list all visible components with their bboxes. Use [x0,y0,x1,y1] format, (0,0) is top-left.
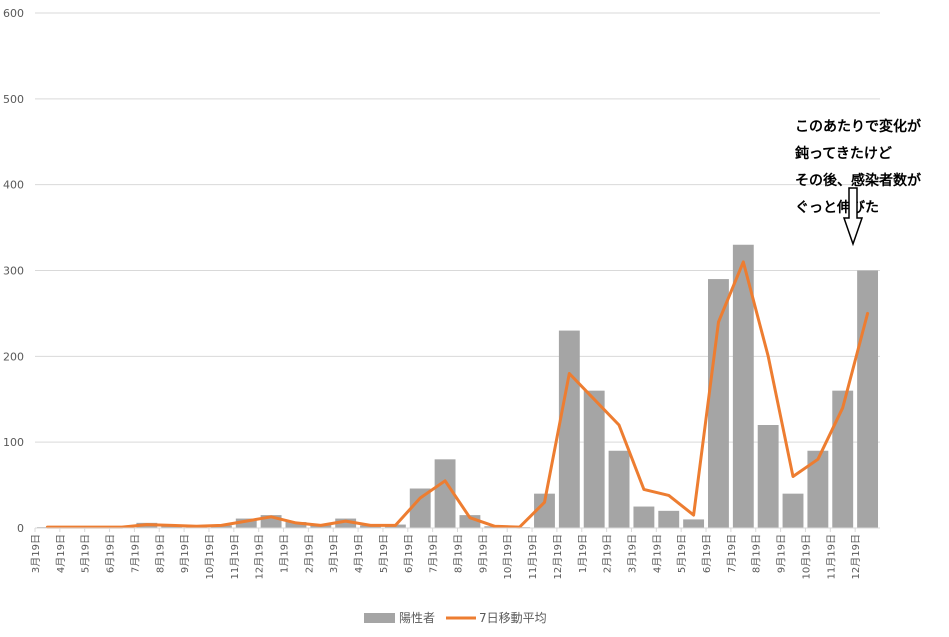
y-tick-label: 0 [17,522,24,535]
x-tick-label: 10月19日 [800,534,812,579]
bar [434,459,456,528]
bar [658,510,680,528]
bar [235,518,257,528]
legend-swatch-bar [364,613,395,623]
x-tick-label: 5月19日 [676,534,688,573]
bar-series [36,244,879,528]
x-tick-label: 7月19日 [129,534,141,573]
y-axis-ticks: 0 100 200 300 400 500 600 [3,7,24,535]
x-tick-label: 3月19日 [328,534,340,573]
annotation-text-line: このあたりで変化が [795,118,922,135]
x-tick-label: 12月19日 [552,534,564,579]
annotation-text-line: ぐっと伸びた [795,199,879,216]
bar [757,425,779,528]
legend-label: 7日移動平均 [479,611,547,625]
annotation-text-line: 鈍ってきたけど [795,145,892,162]
y-tick-label: 400 [3,179,24,192]
x-tick-label: 11月19日 [527,534,539,579]
bar [832,390,854,528]
x-tick-label: 4月19日 [651,534,663,573]
x-tick-label: 10月19日 [502,534,514,579]
x-tick-label: 8月19日 [751,534,763,573]
bar [534,493,555,528]
x-tick-label: 5月19日 [80,534,92,573]
x-tick-label: 9月19日 [179,534,191,573]
bar [583,390,605,528]
x-tick-label: 12月19日 [850,534,862,579]
bar [285,521,307,528]
x-tick-label: 11月19日 [825,534,837,579]
x-tick-label: 5月19日 [378,534,390,573]
x-tick-label: 2月19日 [303,534,315,573]
y-tick-label: 600 [3,7,24,20]
legend-label: 陽性者 [399,611,435,625]
series-line-moving-average [45,260,870,529]
x-tick-label: 1月19日 [577,534,589,573]
bar [807,450,829,528]
x-tick-label: 10月19日 [204,534,216,579]
x-tick-label: 8月19日 [154,534,166,573]
x-tick-label: 9月19日 [477,534,489,573]
bar [708,279,729,528]
x-tick-label: 6月19日 [403,534,415,573]
x-tick-label: 4月19日 [353,534,365,573]
y-tick-label: 500 [3,93,24,106]
bar [608,450,630,528]
bar [782,493,804,528]
y-tick-label: 300 [3,265,24,278]
legend: 陽性者 7日移動平均 [364,611,547,625]
bar [732,244,754,528]
x-tick-label: 12月19日 [254,534,266,579]
annotation-text-line: その後、感染者数が [795,172,922,189]
x-tick-label: 11月19日 [229,534,241,579]
x-tick-label: 4月19日 [55,534,67,573]
bar [409,488,431,528]
x-tick-label: 6月19日 [701,534,713,573]
bar [683,519,705,528]
x-tick-label: 3月19日 [30,534,42,573]
y-tick-label: 200 [3,350,24,363]
bar [857,270,879,528]
x-tick-label: 7月19日 [428,534,440,573]
x-tick-label: 7月19日 [726,534,738,573]
x-tick-label: 3月19日 [626,534,638,573]
x-axis-ticks: 3月19日 4月19日 5月19日 6月19日 7月19日 8月19日 9月19日 10月19… [30,528,862,579]
x-tick-label: 9月19日 [776,534,788,573]
x-tick-label: 1月19日 [279,534,291,573]
y-tick-label: 100 [3,436,24,449]
bar [633,506,655,528]
x-tick-label: 2月19日 [602,534,614,573]
x-tick-label: 8月19日 [453,534,465,573]
bar [558,330,580,528]
bar [335,518,357,528]
x-tick-label: 6月19日 [105,534,117,573]
down-arrow-icon [842,187,864,247]
